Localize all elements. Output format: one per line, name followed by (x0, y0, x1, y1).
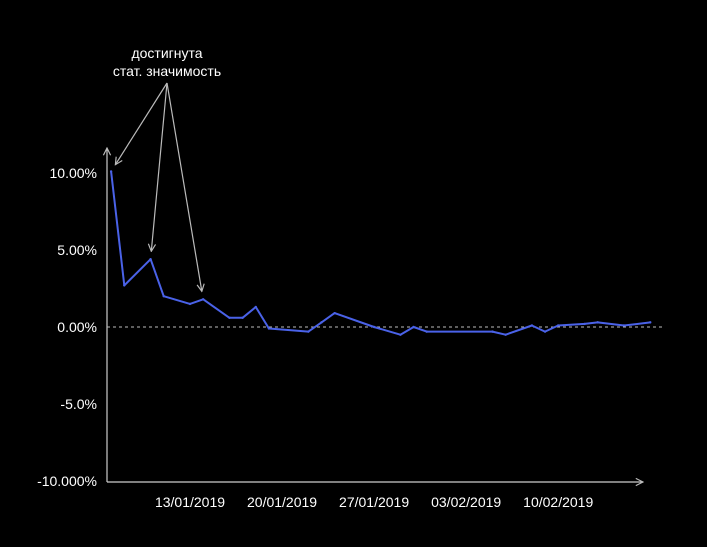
data-point (201, 298, 205, 301)
data-point (188, 302, 192, 306)
data-point (241, 316, 244, 319)
data-point (399, 333, 402, 336)
data-point (649, 321, 652, 324)
data-point (425, 330, 428, 333)
data-point (267, 327, 271, 330)
data-point (491, 330, 494, 333)
x-tick-label: 03/02/2019 (431, 494, 501, 510)
data-point (162, 295, 165, 298)
x-tick-label: 27/01/2019 (339, 494, 409, 510)
data-point (583, 322, 586, 326)
annotation-arrow (166, 82, 202, 291)
data-point (530, 324, 534, 327)
annotation-arrow (151, 82, 168, 251)
data-point (149, 258, 152, 261)
data-point (123, 284, 126, 287)
y-tick-label: 5.00% (57, 242, 97, 258)
data-point (320, 321, 323, 324)
x-tick-label: 10/02/2019 (523, 494, 593, 510)
y-tick-label: 10.00% (50, 165, 97, 181)
y-tick-label: 0.00% (57, 319, 97, 335)
data-point (254, 305, 257, 309)
data-point (333, 311, 336, 315)
y-tick-label: -10.000% (37, 473, 97, 489)
data-point (557, 324, 560, 327)
data-point (622, 324, 626, 327)
annotation-line-2: стат. значимость (113, 63, 221, 79)
series-line (110, 171, 651, 336)
data-point (109, 170, 113, 173)
data-point (372, 325, 376, 329)
data-point (543, 330, 547, 333)
data-point (596, 321, 599, 324)
data-point (412, 325, 415, 329)
data-point (307, 330, 310, 333)
data-point (504, 333, 507, 336)
x-tick-label: 20/01/2019 (247, 494, 317, 510)
data-point (228, 316, 231, 319)
y-tick-label: -5.0% (60, 396, 97, 412)
x-tick-label: 13/01/2019 (155, 494, 225, 510)
annotation-arrow (115, 82, 168, 165)
annotation-line-1: достигнута (131, 45, 202, 61)
